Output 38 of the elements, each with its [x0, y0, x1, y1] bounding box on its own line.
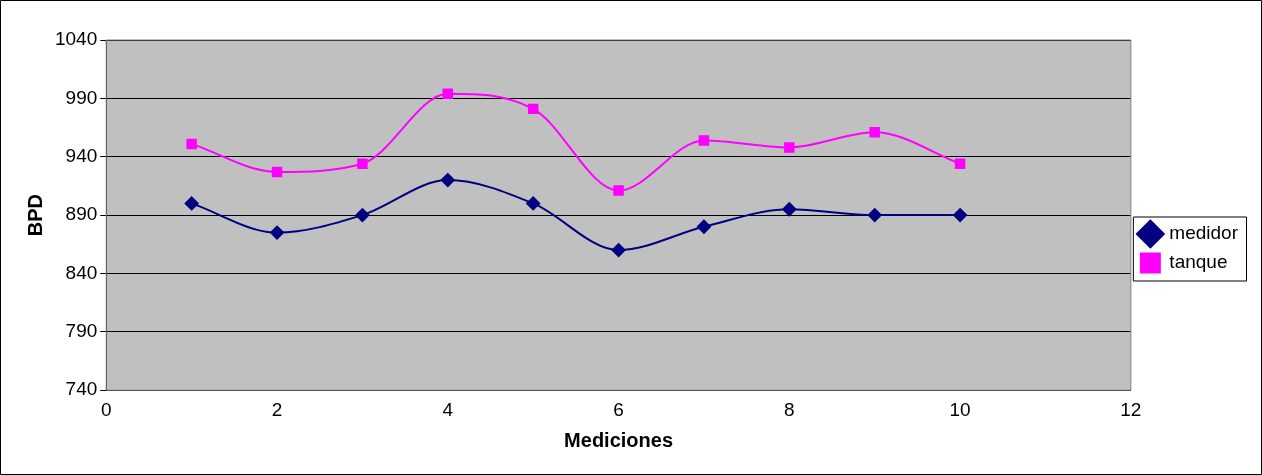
x-tick-label: 2 [271, 398, 283, 420]
point [696, 219, 711, 234]
point [784, 142, 795, 153]
point [355, 208, 370, 223]
point [954, 158, 966, 169]
point [953, 208, 968, 223]
point [698, 135, 710, 146]
point [270, 225, 285, 240]
x-tick-label: 8 [784, 398, 795, 420]
point [867, 208, 882, 223]
y-tick-label: 790 [65, 320, 98, 342]
point [186, 138, 197, 150]
point [271, 166, 283, 178]
legend-label: medidor [1169, 222, 1239, 244]
y-axis-title: BPD [23, 193, 46, 237]
point [442, 88, 454, 99]
x-tick-label: 0 [100, 398, 112, 420]
y-tick-label: 890 [65, 203, 98, 225]
x-tick-label: 4 [442, 398, 454, 420]
y-tick-label: 990 [65, 86, 98, 108]
point [357, 158, 368, 169]
y-tick-label: 940 [65, 144, 98, 166]
x-tick-label: 12 [1120, 398, 1142, 420]
point [611, 243, 626, 258]
y-tick-label: 840 [65, 261, 98, 283]
x-tick-label: 10 [949, 398, 971, 420]
point [782, 202, 797, 217]
point [440, 173, 455, 188]
point [184, 196, 199, 211]
y-tick-label: 1040 [54, 28, 98, 50]
x-axis-title: Mediciones [564, 428, 674, 451]
x-tick-label: 6 [613, 398, 624, 420]
point [869, 126, 880, 138]
y-tick-label: 740 [65, 378, 98, 400]
point [613, 185, 624, 196]
legend-label: tanque [1169, 251, 1228, 273]
point [527, 103, 539, 115]
point [526, 196, 541, 211]
